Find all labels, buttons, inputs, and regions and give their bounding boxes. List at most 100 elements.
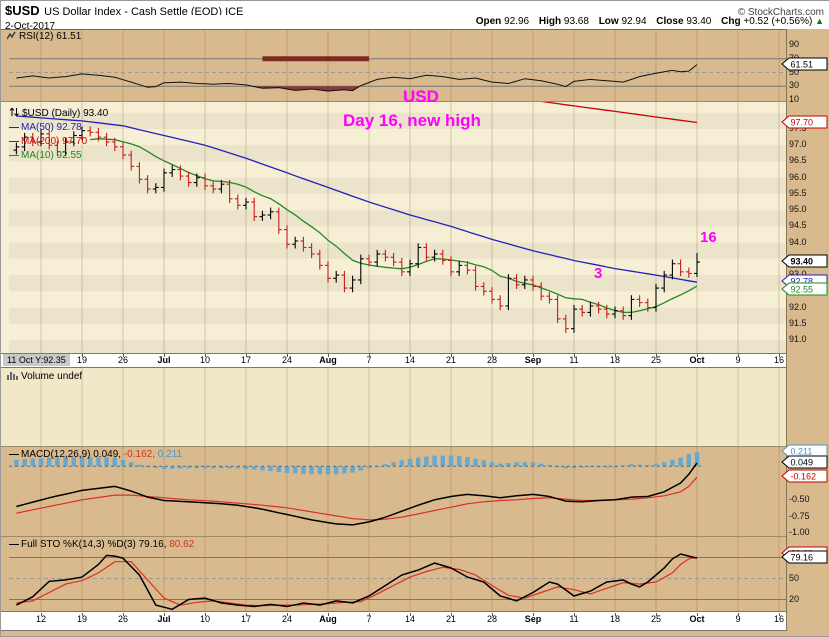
y-axis-tick-label: 97.0	[789, 139, 807, 150]
sto-line-swatch: —	[9, 539, 19, 550]
macd-histogram-bar	[14, 459, 19, 467]
x-axis-label-bottom: 28	[486, 614, 498, 624]
x-axis-tick	[779, 354, 780, 357]
sto-legend: — Full STO %K(14,3) %D(3) 79.16, 80.62	[9, 539, 195, 550]
ohlc-bar	[202, 173, 208, 191]
x-axis-label-bottom: 26	[117, 614, 129, 624]
macd-histogram-bar	[219, 466, 224, 469]
price-panel[interactable]	[1, 101, 786, 354]
rsi-annotation-bar	[262, 56, 369, 62]
y-axis-tick-label: 96.0	[789, 171, 807, 182]
x-axis-tick	[82, 354, 83, 357]
svg-text:92.78: 92.78	[791, 277, 814, 287]
x-axis-tick	[615, 354, 616, 357]
macd-histogram-bar	[383, 464, 388, 467]
svg-text:79.16: 79.16	[791, 553, 814, 563]
macd-legend: — MACD(12,26,9) 0.049, -0.162, 0.211	[9, 449, 183, 460]
ohlc-bar	[661, 270, 668, 293]
macd-histogram-bar	[465, 456, 470, 467]
macd-histogram-bar	[580, 466, 585, 468]
chg-value: +0.52 (+0.56%)	[743, 16, 813, 27]
rsi-panel[interactable]	[1, 29, 786, 102]
ohlc-bar	[300, 236, 307, 252]
macd-histogram-bar	[30, 458, 35, 467]
macd-histogram-bar	[432, 455, 437, 467]
svg-text:-0.162: -0.162	[791, 472, 817, 482]
x-axis-tick	[164, 354, 165, 357]
macd-histogram-bar	[47, 457, 52, 467]
y-axis-callout: 92.55	[781, 282, 828, 301]
stochastics-panel[interactable]	[1, 536, 786, 612]
ohlc-bar	[677, 259, 684, 277]
y-axis-tick-label: 95.0	[789, 204, 807, 215]
macd-histogram-bar	[88, 457, 93, 467]
macd-histogram-bar	[301, 466, 306, 474]
x-axis-label-bottom: Oct	[689, 614, 705, 624]
ohlc-bar	[267, 207, 274, 220]
x-axis-label-bottom: 21	[445, 614, 457, 624]
ohlc-bar	[382, 249, 389, 262]
ohlc-bar	[218, 179, 225, 194]
macd-signal-value: -0.162,	[123, 449, 155, 460]
annotation-usd: USD	[403, 87, 439, 106]
x-axis-tick	[410, 613, 411, 616]
macd-histogram-bar	[129, 462, 134, 467]
x-axis-label-mid: 11	[569, 355, 579, 365]
macd-histogram-bar	[563, 466, 568, 469]
x-axis-label-bottom: 19	[76, 614, 88, 624]
ohlc-bar	[111, 137, 118, 152]
macd-histogram-bar	[588, 466, 593, 468]
macd-line-swatch: —	[9, 449, 19, 460]
macd-histogram-bar	[120, 459, 126, 467]
sto-d-value: 80.62	[169, 539, 195, 550]
x-axis-tick	[287, 354, 288, 357]
macd-histogram-bar	[514, 462, 519, 467]
x-axis-tick	[41, 613, 42, 616]
plot-right-border	[786, 29, 787, 631]
macd-histogram-bar	[539, 463, 544, 467]
x-axis-label-mid: 16	[773, 355, 785, 365]
ohlc-bar	[152, 183, 159, 194]
ohlc-bar	[259, 210, 266, 221]
ohlc-bar	[669, 259, 676, 280]
macd-panel[interactable]	[1, 446, 786, 537]
x-axis-tick	[574, 613, 575, 616]
ohlc-bar	[546, 291, 553, 304]
ohlc-bar	[636, 295, 643, 307]
ohlc-bar	[603, 304, 610, 319]
macd-histogram-bar	[678, 457, 683, 467]
x-axis-label-mid: Jul	[157, 355, 171, 365]
x-axis-label-mid: 17	[240, 355, 252, 365]
ohlc-bar	[54, 141, 61, 156]
rsi-indicator-icon	[6, 31, 16, 43]
ohlc-bar	[554, 295, 561, 324]
y-axis-tick-label: 94.0	[789, 236, 807, 247]
symbol: $USD	[5, 3, 40, 18]
y-axis-callout: 97.70	[781, 115, 828, 134]
macd-histogram-bar	[202, 466, 208, 469]
ohlc-bar	[169, 165, 176, 178]
y-axis-tick-label: 20	[789, 593, 800, 604]
macd-histogram-bar	[424, 456, 429, 467]
ma10-line-swatch: —	[9, 150, 19, 161]
macd-histogram-bar	[694, 452, 700, 467]
x-axis-label-mid: 14	[404, 355, 416, 365]
y-axis-tick-label: 91.5	[789, 317, 807, 328]
close-label: Close	[656, 16, 684, 27]
macd-histogram-bar	[260, 466, 265, 471]
x-axis-tick	[410, 354, 411, 357]
macd-histogram-bar	[506, 462, 511, 467]
x-axis-label-bottom: 16	[773, 614, 785, 624]
macd-histogram-bar	[104, 457, 109, 467]
svg-text:97.70: 97.70	[791, 117, 814, 127]
ohlc-bar	[595, 301, 602, 314]
volume-panel[interactable]	[1, 368, 786, 446]
x-axis-label-mid: 24	[281, 355, 293, 365]
x-axis-tick	[738, 613, 739, 616]
x-axis-label-mid: 18	[609, 355, 621, 365]
ohlc-bar	[275, 207, 282, 234]
x-axis-label-mid: 21	[445, 355, 457, 365]
ohlc-bar	[38, 129, 44, 147]
y-axis-tick-label: -0.75	[789, 510, 810, 521]
ohlc-bar	[46, 129, 53, 150]
